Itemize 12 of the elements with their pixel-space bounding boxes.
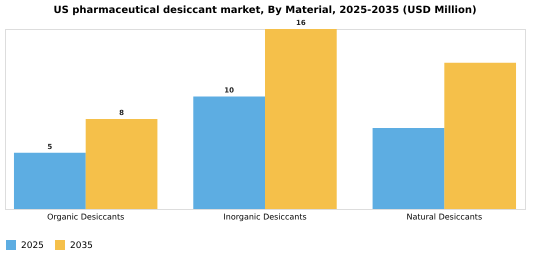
bar bbox=[265, 29, 337, 209]
x-tick-label: Inorganic Desiccants bbox=[223, 212, 307, 222]
bar bbox=[372, 128, 444, 209]
chart-title: US pharmaceutical desiccant market, By Material, 2025-2035 (USD Million) bbox=[53, 5, 477, 16]
x-tick-label: Natural Desiccants bbox=[406, 212, 482, 222]
bar bbox=[86, 119, 158, 209]
bar bbox=[14, 152, 86, 209]
bar bbox=[193, 96, 265, 209]
bar bbox=[444, 62, 516, 209]
legend-label: 2025 bbox=[21, 241, 44, 251]
x-tick-label: Organic Desiccants bbox=[47, 212, 124, 222]
legend-label: 2035 bbox=[70, 241, 93, 251]
